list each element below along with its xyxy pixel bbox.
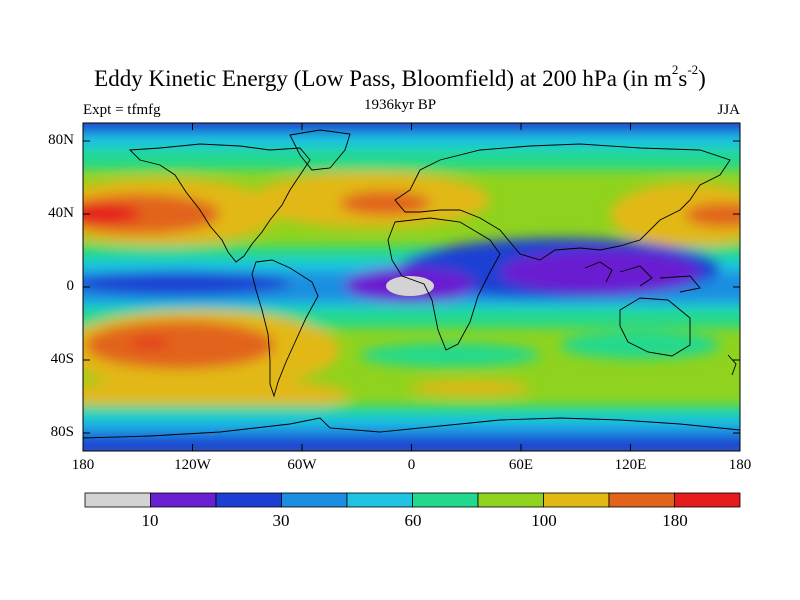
axis-ticks <box>82 123 741 451</box>
pacific-track-orange <box>83 194 220 234</box>
south-pacific-orange <box>85 321 275 369</box>
lat-label-80n: 80N <box>48 132 74 148</box>
new-zealand-coast <box>727 354 737 376</box>
atlantic-track-orange <box>340 191 430 215</box>
south-track-yellow <box>83 377 350 413</box>
south-midblue-band <box>83 426 740 440</box>
east-pacific-yellow <box>610 183 740 247</box>
colorbar-label-10: 10 <box>141 511 159 530</box>
lon-label-120w: 120W <box>174 457 211 473</box>
colorbar-box-1 <box>150 492 217 508</box>
polar-north-band <box>83 123 740 135</box>
coastlines <box>83 129 740 439</box>
polar-south-band <box>83 437 740 451</box>
east-pacific-orange <box>685 203 740 227</box>
colorbar-label-60: 60 <box>404 511 422 530</box>
lon-label-0: 0 <box>407 457 416 473</box>
colorbar-box-5 <box>412 492 479 508</box>
colorbar-box-6 <box>477 492 544 508</box>
colorbar-label-100: 100 <box>531 511 557 530</box>
lon-label-180e: 180 <box>728 457 752 473</box>
europe-asia-coast <box>394 143 731 261</box>
time-label: 1936kyr BP <box>363 97 437 113</box>
experiment-label: Expt = tfmfg <box>83 102 161 118</box>
lat-label-80s: 80S <box>50 424 74 440</box>
greenland-coast <box>289 129 351 171</box>
south-pacific-red <box>130 339 170 347</box>
pacific-eq-blue <box>83 271 290 295</box>
north-cyan-band <box>83 133 740 149</box>
lon-label-60w: 60W <box>287 457 317 473</box>
maritime-continent-coast <box>584 261 701 293</box>
lon-label-180w: 180 <box>71 457 95 473</box>
pacific-track-red <box>83 204 140 224</box>
colorbar-box-2 <box>215 492 282 508</box>
lat-label-eq: 0 <box>66 278 75 294</box>
lon-label-120e: 120E <box>614 457 647 473</box>
south-atlantic-teal <box>360 343 540 367</box>
map-title: Eddy Kinetic Energy (Low Pass, Bloomfiel… <box>94 62 706 91</box>
eke-field <box>83 123 740 451</box>
season-label: JJA <box>717 102 740 118</box>
colorbar-box-8 <box>608 492 675 508</box>
south-track-yellow-2 <box>410 380 530 396</box>
south-indian-teal <box>560 331 720 359</box>
africa-coast <box>387 217 501 351</box>
warm-pool-purple <box>500 250 700 294</box>
lat-label-40n: 40N <box>48 205 74 221</box>
colorbar-box-4 <box>346 492 413 508</box>
colorbar-label-180: 180 <box>662 511 688 530</box>
colorbar-box-3 <box>281 492 348 508</box>
north-america-coast <box>128 143 311 263</box>
colorbar-box-0 <box>84 492 151 508</box>
south-america-coast <box>251 259 319 398</box>
min-gray-region <box>386 276 434 296</box>
lon-label-60e: 60E <box>508 457 534 473</box>
colorbar-label-30: 30 <box>272 511 290 530</box>
north-teal-band <box>83 148 740 170</box>
antarctica-coast <box>83 417 740 439</box>
colorbar <box>84 492 741 508</box>
lat-label-40s: 40S <box>50 351 74 367</box>
colorbar-box-7 <box>543 492 610 508</box>
australia-coast <box>619 297 691 357</box>
colorbar-box-9 <box>674 492 741 508</box>
